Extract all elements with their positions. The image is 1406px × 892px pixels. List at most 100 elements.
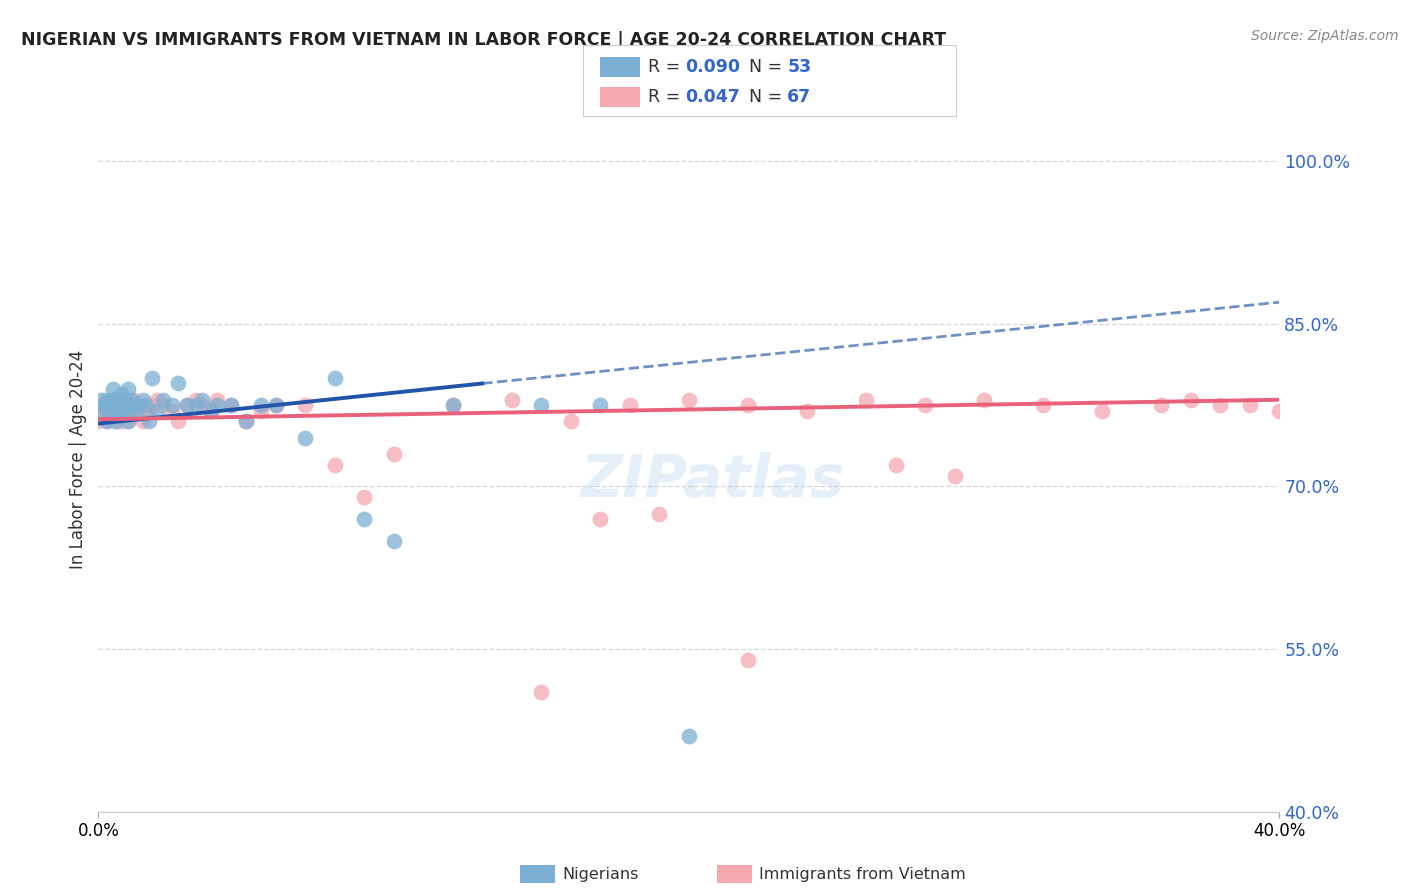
Point [96,414,118,428]
Point [323,371,346,385]
Text: Source: ZipAtlas.com: Source: ZipAtlas.com [1251,29,1399,43]
Point [205,398,228,412]
Text: ZIPatlas: ZIPatlas [581,452,845,509]
Point [132,392,155,407]
Point [103,382,125,396]
Point [117,414,139,428]
Point [619,398,641,412]
Point [162,398,183,412]
Point [135,398,157,412]
Point [108,398,131,412]
Point [138,414,160,428]
Point [796,403,818,417]
Point [235,414,257,428]
Point [122,392,145,407]
Text: 0.047: 0.047 [685,88,740,106]
Point [93,398,115,412]
Point [353,512,375,526]
Point [87,414,110,428]
Point [125,398,148,412]
Point [294,398,316,412]
Point [114,398,136,412]
Point [103,392,125,407]
Point [184,398,207,412]
Point [1150,398,1173,412]
Point [96,414,118,428]
Point [111,414,134,428]
Point [105,392,128,407]
Point [103,392,125,407]
Point [108,403,131,417]
Point [152,392,174,407]
Point [191,392,214,407]
Point [146,392,169,407]
Point [191,398,214,412]
Point [128,403,150,417]
Point [221,398,243,412]
Point [678,392,700,407]
Text: N =: N = [749,58,789,76]
Point [120,398,142,412]
Point [176,398,198,412]
Text: Immigrants from Vietnam: Immigrants from Vietnam [759,867,966,881]
Point [884,458,907,472]
Point [200,403,222,417]
Text: 67: 67 [787,88,811,106]
Point [93,398,115,412]
Point [103,403,125,417]
Point [589,398,612,412]
Point [108,392,131,407]
Point [943,468,966,483]
Point [353,491,375,505]
Point [501,392,523,407]
Point [441,398,464,412]
Point [125,403,148,417]
Point [530,398,553,412]
Point [294,431,316,445]
Point [382,447,405,461]
Point [221,398,243,412]
Point [737,398,759,412]
Point [105,398,128,412]
Point [737,653,759,667]
Point [117,398,139,412]
Point [146,403,169,417]
Point [141,371,163,385]
Point [264,398,287,412]
Point [855,392,877,407]
Point [111,403,134,417]
Point [138,403,160,417]
Point [176,398,198,412]
Point [250,398,273,412]
Point [1209,398,1232,412]
Point [167,414,190,428]
Point [1091,403,1114,417]
Point [135,398,157,412]
Point [441,398,464,412]
Point [914,398,936,412]
Point [205,392,228,407]
Text: NIGERIAN VS IMMIGRANTS FROM VIETNAM IN LABOR FORCE | AGE 20-24 CORRELATION CHART: NIGERIAN VS IMMIGRANTS FROM VIETNAM IN L… [21,31,946,49]
Point [122,398,145,412]
Point [184,392,207,407]
Y-axis label: In Labor Force | Age 20-24: In Labor Force | Age 20-24 [69,350,87,569]
Point [152,398,174,412]
Point [98,403,121,417]
Text: R =: R = [648,58,686,76]
Point [114,403,136,417]
Point [162,403,183,417]
Point [120,398,142,412]
Point [96,392,118,407]
Point [560,414,582,428]
Point [120,403,142,417]
Point [1180,392,1202,407]
Text: Nigerians: Nigerians [562,867,638,881]
Point [125,398,148,412]
Point [589,512,612,526]
Point [141,398,163,412]
Point [98,398,121,412]
Point [108,398,131,412]
Point [105,414,128,428]
Point [105,398,128,412]
Point [264,398,287,412]
